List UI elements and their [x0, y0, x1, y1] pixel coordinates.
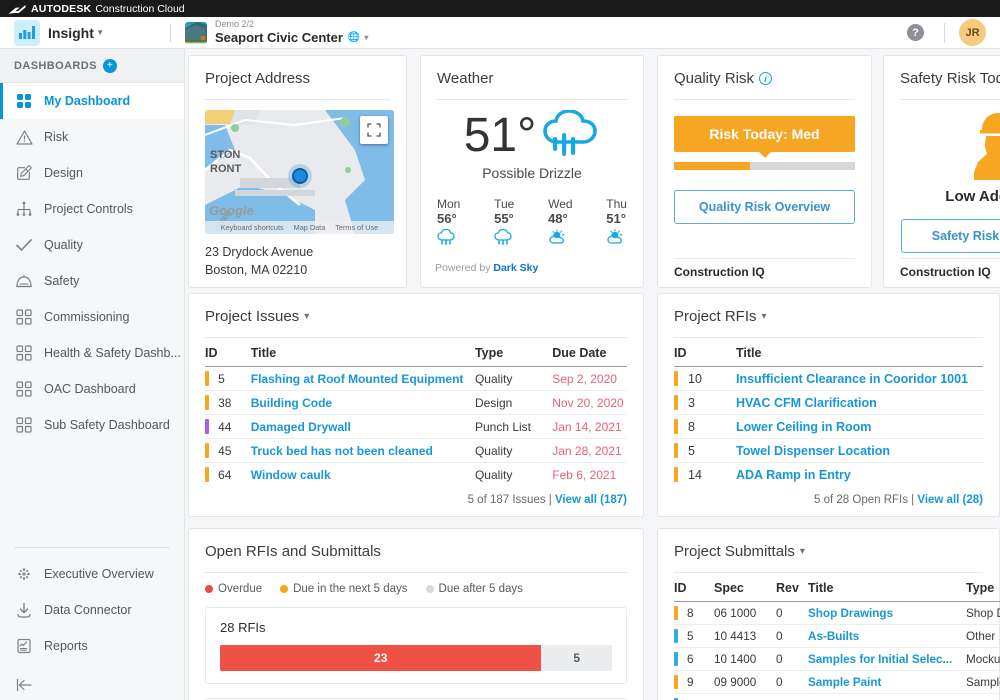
svg-text:STON: STON	[210, 149, 240, 161]
svg-text:RONT: RONT	[210, 163, 241, 175]
